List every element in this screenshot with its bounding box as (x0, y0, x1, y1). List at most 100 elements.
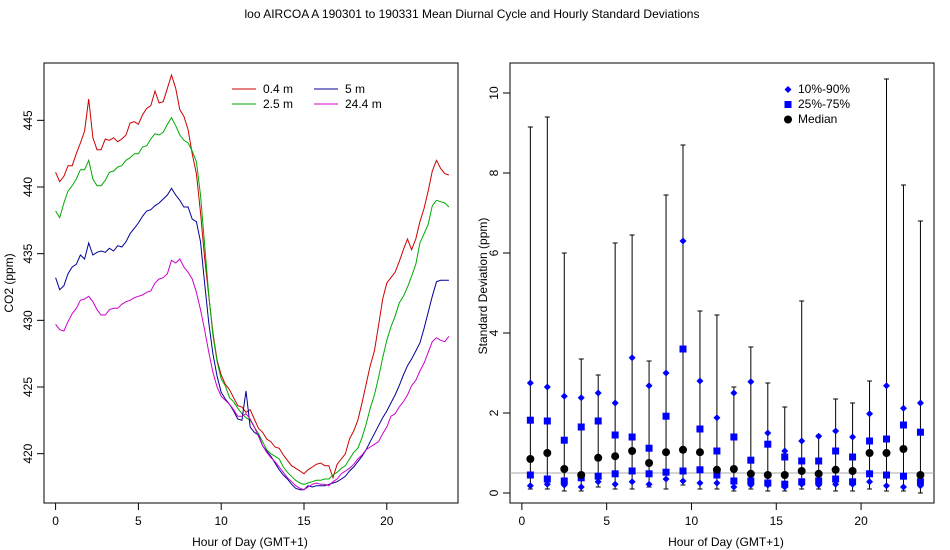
stddev-percentile-25-75-marker (815, 477, 823, 485)
stddev-percentile-10-90-marker (628, 478, 636, 486)
stddev-hour-group (797, 300, 806, 490)
stddev-median-marker (526, 455, 535, 463)
stddev-y-tick-label: 0 (487, 489, 501, 496)
stddev-percentile-25-75-marker (577, 423, 585, 431)
legend-label-5m: 5 m (345, 82, 365, 96)
stddev-y-axis: 0 2 4 6 8 10 (487, 86, 510, 496)
legend-label-0-4m: 0.4 m (263, 82, 293, 96)
stddev-hour-group (560, 252, 569, 492)
stddev-median-marker (780, 471, 789, 479)
stddev-x-tick-label: 20 (854, 514, 868, 528)
stddev-percentile-10-90-marker (526, 379, 534, 387)
stddev-percentile-10-90-marker (764, 429, 772, 437)
stddev-percentile-25-75-marker (832, 447, 840, 455)
stddev-hour-group (848, 402, 857, 492)
stddev-median-marker (678, 445, 687, 454)
stddev-percentile-25-75-marker (594, 472, 602, 480)
stddev-percentile-10-90-marker (713, 479, 721, 487)
co2-series-group (55, 73, 450, 491)
stddev-percentile-25-75-marker (713, 447, 721, 455)
stddev-x-tick-label: 0 (519, 514, 526, 528)
stddev-percentile-25-75-marker (645, 444, 653, 452)
stddev-percentile-10-90-marker (866, 478, 874, 486)
stddev-median-marker (831, 465, 840, 474)
co2-x-axis: 0 5 10 15 20 (52, 503, 394, 528)
stddev-y-axis-label: Standard Deviation (ppm) (476, 218, 490, 355)
stddev-percentile-25-75-marker (747, 477, 755, 485)
stddev-hour-group (729, 386, 738, 492)
stddev-percentile-10-90-marker (798, 437, 806, 445)
stddev-hour-group (526, 126, 535, 490)
stddev-hour-group (831, 398, 840, 492)
stddev-percentile-10-90-marker (916, 399, 924, 407)
stddev-median-marker (882, 449, 891, 457)
stddev-median-marker (695, 448, 704, 457)
stddev-percentile-10-90-marker (899, 483, 907, 491)
stddev-hour-group (662, 194, 671, 490)
co2-series-5m-line (55, 187, 449, 491)
stddev-x-tick-label: 10 (685, 514, 699, 528)
legend-marker-median (784, 115, 792, 124)
stddev-y-tick-label: 10 (487, 86, 501, 100)
legend-label-p10-p90: 10%-90% (798, 82, 850, 96)
co2-y-tick-label: 435 (21, 243, 35, 263)
co2-series-0-4m-line (55, 73, 450, 480)
co2-legend: 0.4 m 2.5 m 5 m 24.4 m (232, 82, 382, 111)
stddev-hour-group (814, 432, 823, 490)
stddev-hour-group (865, 380, 874, 490)
stddev-x-axis-label: Hour of Day (GMT+1) (668, 535, 784, 549)
stddev-hour-group (577, 358, 586, 492)
stddev-percentile-25-75-marker (764, 479, 772, 487)
stddev-median-marker (848, 467, 857, 475)
stddev-percentile-10-90-marker (747, 378, 755, 386)
co2-y-tick-label: 445 (21, 110, 35, 130)
co2-x-tick-label: 15 (297, 514, 311, 528)
stddev-hour-group (611, 242, 620, 490)
stddev-percentile-10-90-marker (611, 480, 619, 488)
stddev-percentile-25-75-marker (849, 478, 857, 486)
stddev-percentile-10-90-marker (577, 394, 585, 402)
stddev-percentile-10-90-marker (832, 427, 840, 435)
legend-label-24-4m: 24.4 m (345, 97, 382, 111)
stddev-percentile-25-75-marker (866, 437, 874, 445)
co2-x-tick-label: 10 (215, 514, 229, 528)
stddev-percentile-10-90-marker (611, 399, 619, 407)
figure-title: loo AIRCOA A 190301 to 190331 Mean Diurn… (245, 7, 700, 21)
stddev-hour-group (628, 234, 637, 490)
stddev-percentile-25-75-marker (662, 468, 670, 476)
stddev-percentile-10-90-marker (730, 483, 738, 491)
legend-label-2-5m: 2.5 m (263, 97, 293, 111)
stddev-percentile-10-90-marker (883, 482, 891, 490)
stddev-percentile-10-90-marker (730, 389, 738, 397)
stddev-percentile-25-75-marker (543, 475, 551, 483)
co2-y-tick-label: 430 (21, 310, 35, 330)
stddev-percentile-25-75-marker (611, 470, 619, 478)
stddev-percentile-10-90-marker (662, 475, 670, 483)
stddev-y-tick-label: 4 (487, 329, 501, 336)
legend-marker-p10-p90 (784, 86, 792, 93)
co2-y-axis: 420 425 430 435 440 445 (21, 110, 44, 464)
stddev-median-marker (712, 465, 721, 474)
stddev-median-marker (645, 459, 654, 467)
stddev-percentile-25-75-marker (798, 478, 806, 486)
stddev-percentile-10-90-marker (849, 433, 857, 441)
stddev-x-axis: 0 5 10 15 20 (519, 503, 868, 528)
stddev-legend: 10%-90% 25%-75% Median (784, 82, 850, 126)
stddev-median-marker (763, 471, 772, 479)
stddev-percentile-10-90-marker (883, 382, 891, 390)
legend-marker-p25-p75 (784, 101, 792, 108)
co2-x-axis-label: Hour of Day (GMT+1) (192, 535, 308, 549)
stddev-x-tick-label: 15 (770, 514, 784, 528)
stddev-percentile-25-75-marker (679, 467, 687, 475)
stddev-hour-group (746, 346, 755, 490)
stddev-percentile-25-75-marker (916, 478, 924, 486)
stddev-y-tick-label: 6 (487, 249, 501, 256)
stddev-percentile-25-75-marker (628, 433, 636, 441)
stddev-percentile-10-90-marker (577, 483, 585, 491)
stddev-median-marker (899, 445, 908, 453)
stddev-percentile-25-75-marker (611, 431, 619, 439)
stddev-chart: 0 5 10 15 20 0 2 4 6 8 10 Hour of Day (GMT+1) Sta… (476, 62, 935, 549)
stddev-percentile-10-90-marker (594, 478, 602, 486)
co2-y-tick-label: 420 (21, 443, 35, 463)
